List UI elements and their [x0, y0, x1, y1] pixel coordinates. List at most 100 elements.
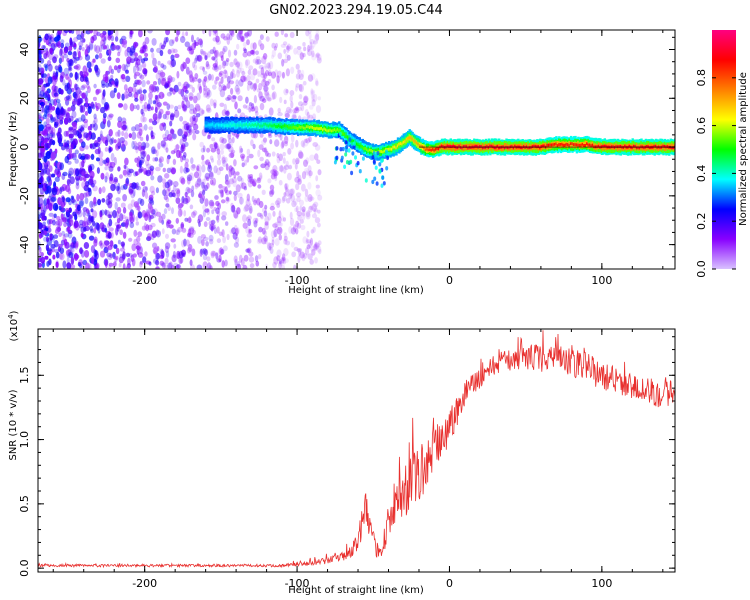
spectrogram-noise-cell: [295, 139, 299, 148]
spectrogram-noise-cell: [128, 133, 132, 139]
spectrogram-noise-cell: [301, 254, 306, 262]
spectrogram-noise-cell: [170, 76, 176, 83]
spectrogram-ridge-cell: [223, 124, 227, 128]
spectrogram-noise-cell: [202, 194, 206, 201]
spectrogram-noise-cell: [78, 199, 85, 207]
spectrogram-noise-cell: [55, 261, 59, 268]
spectrogram-noise-cell: [100, 39, 105, 47]
spectrogram-noise-cell: [313, 242, 319, 251]
spectrogram-noise-cell: [199, 197, 204, 204]
spectrogram-ridge-cell: [456, 146, 460, 150]
spectrogram-noise-cell: [277, 107, 281, 114]
spectrogram-noise-cell: [205, 104, 211, 112]
spectrogram-noise-cell: [239, 112, 246, 119]
spectrogram-noise-cell: [213, 141, 218, 147]
spectrogram-noise-cell: [38, 220, 41, 228]
spectrogram-noise-cell: [221, 215, 227, 221]
spectrogram-noise-cell: [293, 47, 298, 55]
spectrogram-noise-cell: [155, 229, 160, 236]
spectrogram-noise-cell: [239, 31, 244, 40]
spectrogram-noise-cell: [133, 238, 138, 246]
spectrogram-noise-cell: [60, 71, 65, 80]
spectrogram-noise-cell: [315, 105, 322, 114]
spectrogram-noise-cell: [197, 177, 202, 183]
spectrogram-noise-cell: [206, 176, 210, 182]
spectrogram-noise-cell: [311, 213, 318, 219]
spectrogram-ridge-cell: [451, 145, 454, 148]
spectrogram-noise-cell: [122, 140, 128, 147]
spectrogram-noise-cell: [309, 196, 315, 201]
spectrogram-ridge-cell: [282, 125, 285, 128]
spectrogram-ridge-cell: [345, 135, 348, 139]
spectrogram-noise-cell: [376, 151, 380, 156]
spectrogram-noise-cell: [264, 221, 269, 226]
spectrogram-noise-cell: [187, 247, 192, 254]
spectrogram-noise-cell: [91, 182, 95, 188]
spectrogram-noise-cell: [264, 163, 270, 171]
spectrogram-noise-cell: [150, 47, 154, 53]
spectrogram-noise-cell: [225, 196, 230, 202]
spectrogram-ridge-cell: [481, 143, 485, 150]
spectrogram-noise-cell: [263, 72, 268, 79]
spectrogram-noise-cell: [40, 256, 46, 264]
spectrogram-noise-cell: [148, 197, 154, 204]
spectrogram-noise-cell: [52, 140, 56, 146]
spectrogram-noise-cell: [256, 177, 262, 184]
spectrogram-noise-cell: [89, 200, 94, 208]
spectrogram-noise-cell: [57, 218, 63, 227]
spectrogram-noise-cell: [83, 121, 88, 129]
spectrogram-noise-cell: [283, 164, 290, 170]
spectrogram-ridge-cell: [537, 145, 540, 148]
spectrogram-noise-cell: [93, 264, 97, 269]
spectrogram-noise-cell: [55, 251, 60, 259]
spectrogram-noise-cell: [44, 33, 49, 41]
spectrogram-noise-cell: [74, 222, 80, 231]
spectrogram-noise-cell: [343, 164, 347, 169]
spectrogram-ridge-cell: [624, 144, 627, 148]
spectrogram-noise-cell: [52, 202, 59, 211]
spectrogram-noise-cell: [317, 194, 323, 201]
spectrogram-noise-cell: [302, 52, 306, 58]
spectrogram-noise-cell: [87, 86, 91, 94]
spectrogram-noise-cell: [57, 109, 61, 115]
spectrogram-noise-cell: [314, 144, 321, 151]
spectrogram-noise-cell: [253, 199, 258, 206]
spectrogram-noise-cell: [358, 169, 362, 174]
spectrogram-noise-cell: [163, 194, 168, 201]
spectrogram-noise-cell: [256, 88, 261, 93]
spectrogram-noise-cell: [131, 140, 135, 150]
spectrogram-noise-cell: [102, 159, 108, 164]
spectrogram-noise-cell: [204, 198, 209, 207]
spectrogram-noise-cell: [178, 88, 182, 95]
spectrogram-ridge-cell: [524, 146, 527, 149]
spectrogram-noise-cell: [104, 102, 109, 110]
spectrogram-noise-cell: [70, 152, 77, 158]
spectrogram-noise-cell: [38, 152, 42, 160]
spectrogram-noise-cell: [284, 183, 288, 191]
spectrogram-noise-cell: [295, 85, 298, 92]
spectrogram-noise-cell: [360, 149, 364, 154]
spectrogram-noise-cell: [95, 45, 101, 54]
spectrogram-noise-cell: [54, 148, 58, 155]
spectrogram-noise-cell: [262, 207, 267, 213]
spectrogram-noise-cell: [170, 59, 176, 68]
spectrogram-noise-cell: [313, 243, 318, 251]
spectrogram-ridge-cell: [662, 144, 665, 148]
spectrogram-noise-cell: [245, 216, 250, 222]
spectrogram-noise-cell: [314, 217, 321, 224]
spectrogram-noise-cell: [79, 247, 83, 255]
spectrogram-ridge-cell: [258, 124, 262, 128]
spectrogram-noise-cell: [46, 247, 53, 252]
spectrogram-noise-cell: [68, 148, 73, 155]
spectrogram-noise-cell: [46, 187, 52, 193]
spectrogram-noise-cell: [253, 220, 258, 228]
spectrogram-noise-cell: [278, 153, 284, 162]
spectrogram-noise-cell: [230, 87, 234, 95]
spectrogram-noise-cell: [248, 106, 252, 113]
spectrogram-noise-cell: [183, 238, 187, 247]
spectrogram-noise-cell: [42, 221, 46, 226]
spectrogram-noise-cell: [67, 188, 72, 195]
spectrogram-noise-cell: [216, 258, 222, 263]
spectrogram-noise-cell: [215, 207, 220, 215]
spectrogram-noise-cell: [54, 176, 60, 182]
